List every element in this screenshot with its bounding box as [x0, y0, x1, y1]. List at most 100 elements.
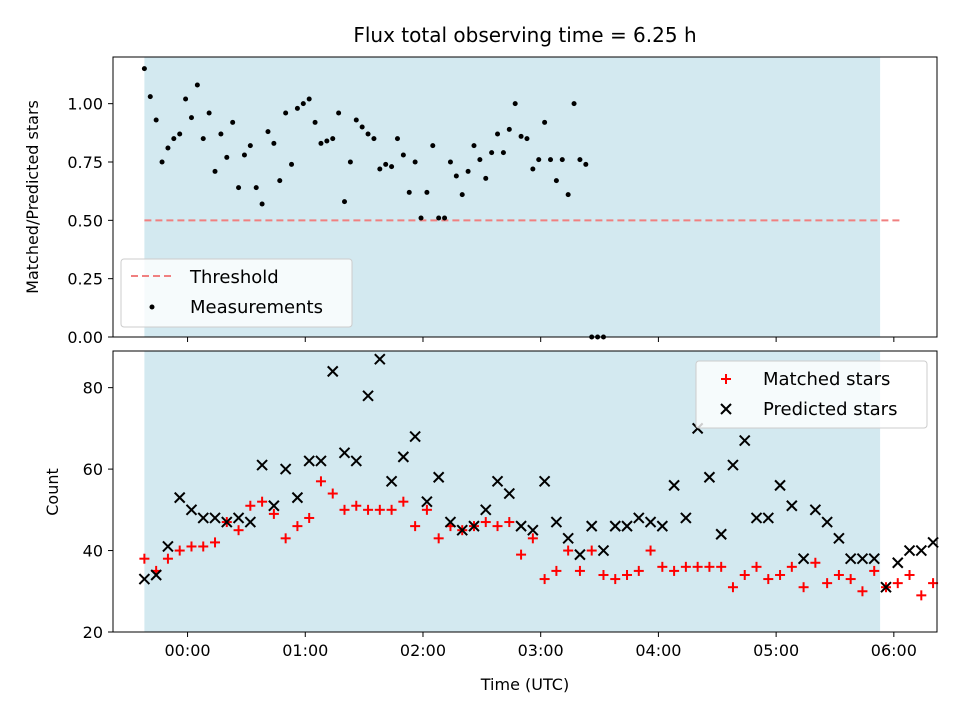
measurement-point — [530, 166, 536, 172]
matched-star-marker — [633, 565, 644, 576]
x-tick-label: 03:00 — [518, 641, 564, 660]
measurement-point — [212, 168, 218, 174]
matched-star-marker — [233, 525, 244, 536]
predicted-star-marker — [786, 500, 798, 512]
bottom-y-tick-label: 20 — [83, 623, 103, 642]
measurement-point — [565, 192, 571, 198]
top-y-tick-label: 1.00 — [67, 95, 103, 114]
matched-star-marker — [351, 500, 362, 511]
measurement-point — [571, 101, 577, 107]
matched-star-marker — [857, 586, 868, 597]
matched-star-marker — [586, 545, 597, 556]
matched-star-marker — [198, 541, 209, 552]
legend-predicted-swatch — [720, 403, 732, 415]
matched-star-marker — [280, 533, 291, 544]
predicted-star-marker — [538, 475, 551, 488]
measurement-point — [241, 152, 247, 158]
predicted-star-marker — [162, 540, 174, 553]
matched-star-marker — [798, 582, 809, 593]
predicted-star-marker — [397, 451, 410, 463]
measurement-point — [406, 189, 412, 195]
top-panel: Flux total observing time = 6.25 h Match… — [23, 23, 938, 347]
measurement-point — [400, 152, 406, 158]
measurement-point — [536, 157, 542, 163]
predicted-star-marker — [185, 504, 198, 516]
predicted-star-marker — [550, 516, 563, 528]
predicted-star-marker — [244, 516, 257, 528]
matched-star-marker — [339, 504, 350, 515]
matched-star-marker — [433, 533, 444, 544]
matched-star-marker — [374, 504, 385, 515]
predicted-star-marker — [303, 455, 315, 467]
measurement-point — [559, 157, 565, 163]
legend-matched-swatch — [721, 374, 731, 384]
predicted-star-marker — [609, 520, 621, 532]
matched-star-marker — [257, 496, 268, 507]
measurement-point — [489, 150, 495, 156]
measurement-point — [506, 126, 512, 132]
measurement-point — [312, 119, 318, 125]
matched-star-marker — [527, 533, 538, 544]
matched-star-marker — [692, 561, 703, 572]
measurement-point — [459, 192, 465, 198]
predicted-star-marker — [903, 544, 916, 557]
measurement-point — [236, 185, 242, 191]
predicted-star-marker — [456, 524, 468, 536]
measurement-point — [159, 159, 165, 165]
measurement-point — [147, 94, 153, 100]
measurement-point — [495, 131, 501, 137]
matched-star-marker — [822, 578, 833, 589]
matched-star-marker — [551, 565, 562, 576]
top-y-tick-label: 0.00 — [67, 328, 103, 347]
measurement-point — [471, 143, 477, 149]
matched-star-marker — [727, 582, 738, 593]
predicted-star-marker — [809, 504, 822, 516]
legend-matched-label: Matched stars — [763, 369, 890, 390]
matched-star-marker — [645, 545, 656, 556]
matched-star-marker — [669, 565, 680, 576]
matched-star-marker — [292, 521, 303, 532]
predicted-star-marker — [833, 532, 845, 545]
x-axis-label: Time (UTC) — [480, 675, 569, 694]
measurement-point — [342, 199, 348, 205]
measurement-point — [336, 110, 342, 116]
predicted-star-marker — [315, 455, 327, 467]
matched-star-marker — [174, 545, 185, 556]
measurement-point — [253, 185, 259, 191]
matched-star-marker — [680, 561, 691, 572]
top-y-tick-label: 0.25 — [67, 270, 103, 289]
predicted-star-marker — [362, 390, 374, 402]
measurement-point — [224, 154, 230, 160]
measurement-point — [230, 119, 236, 125]
top-y-tick-label: 0.50 — [67, 211, 103, 230]
measurement-point — [383, 161, 389, 167]
predicted-star-marker — [797, 552, 810, 565]
measurement-point — [277, 178, 283, 184]
predicted-star-marker — [644, 516, 657, 528]
measurement-point — [436, 215, 442, 221]
matched-star-marker — [504, 517, 515, 528]
matched-star-marker — [904, 569, 915, 580]
predicted-star-marker — [503, 487, 516, 500]
matched-star-marker — [869, 565, 880, 576]
predicted-star-marker — [633, 512, 645, 524]
predicted-star-marker — [774, 479, 786, 492]
x-tick-label: 06:00 — [871, 641, 917, 660]
matched-star-marker — [845, 574, 856, 585]
top-y-axis-label: Matched/Predicted stars — [23, 100, 42, 294]
measurement-point — [447, 159, 453, 165]
bottom-panel-frame — [112, 350, 938, 633]
predicted-star-marker — [868, 552, 880, 565]
predicted-star-marker — [338, 447, 351, 459]
measurement-point — [524, 136, 530, 142]
measurement-point — [200, 136, 206, 142]
predicted-star-marker — [715, 528, 727, 540]
measurement-point — [141, 66, 147, 72]
measurement-point — [465, 168, 471, 174]
measurement-point — [324, 138, 330, 144]
x-tick-label: 05:00 — [753, 641, 799, 660]
predicted-star-marker — [327, 365, 339, 378]
measurement-point — [424, 189, 430, 195]
predicted-star-marker — [221, 516, 233, 528]
